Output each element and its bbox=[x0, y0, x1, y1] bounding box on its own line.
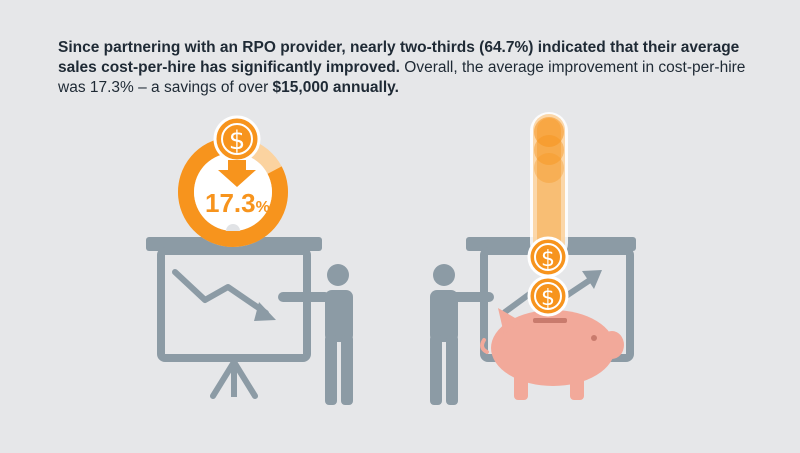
headline-regular-part: Overall, the average improvement in cost… bbox=[58, 59, 746, 96]
headline-bold-part: Since partnering with an RPO provider, n… bbox=[58, 39, 740, 76]
headline-savings-part: $15,000 annually. bbox=[272, 79, 399, 96]
svg-text:$: $ bbox=[229, 126, 246, 156]
down-arrow-icon bbox=[218, 160, 256, 187]
left-board-frame bbox=[157, 247, 311, 362]
right-dollar-coin-upper-icon: $ bbox=[527, 236, 569, 278]
donut-inner-shadow bbox=[226, 224, 240, 231]
piggy-bank-icon bbox=[480, 308, 624, 400]
svg-text:$: $ bbox=[541, 247, 555, 272]
right-presenter-figure bbox=[430, 264, 494, 405]
left-presenter-figure bbox=[278, 264, 353, 405]
svg-text:$: $ bbox=[541, 286, 555, 311]
left-easel-leg-right bbox=[231, 359, 258, 399]
left-dollar-coin-icon: $ bbox=[213, 115, 261, 163]
left-down-trend-arrowhead bbox=[254, 302, 276, 321]
stat-percentage-text: 17.3% bbox=[205, 188, 270, 218]
left-easel-leg-left bbox=[210, 359, 237, 399]
right-up-trend-arrowhead bbox=[582, 270, 602, 289]
right-presentation-illustration: $ $ bbox=[430, 112, 636, 405]
right-dollar-coin-lower-icon: $ bbox=[527, 275, 569, 317]
headline-text: Since partnering with an RPO provider, n… bbox=[58, 38, 758, 98]
left-presentation-illustration: 17.3% $ bbox=[146, 115, 353, 405]
falling-coins-streak bbox=[530, 112, 568, 262]
left-down-trend-line bbox=[172, 269, 269, 316]
